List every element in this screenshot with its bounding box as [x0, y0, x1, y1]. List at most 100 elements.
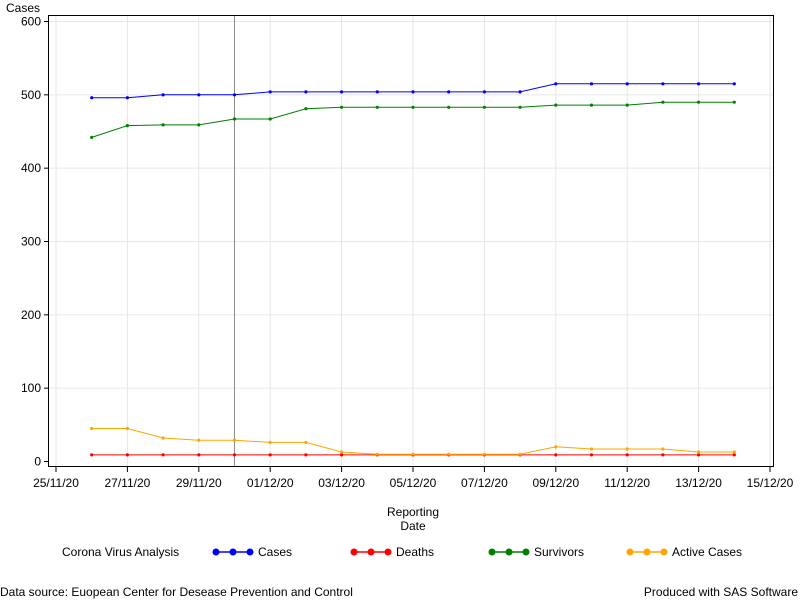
legend-label: Cases — [258, 545, 292, 559]
x-tick-label: 15/12/20 — [747, 476, 794, 490]
x-axis: 25/11/20 27/11/20 29/11/20 01/12/20 03/12/20… — [33, 467, 794, 490]
data-point-cases — [197, 93, 201, 97]
data-point-survivors — [625, 103, 629, 107]
series-survivors — [90, 100, 736, 139]
data-point-cases — [447, 90, 451, 94]
data-point-cases — [161, 93, 165, 97]
data-point-deaths — [125, 453, 129, 457]
series-active-cases — [90, 426, 736, 456]
data-point-active-cases — [161, 436, 165, 440]
x-tick-label: 29/11/20 — [176, 476, 222, 490]
series-cases — [90, 82, 736, 100]
x-tick-label: 25/11/20 — [33, 476, 79, 490]
legend-swatch-marker — [522, 548, 530, 556]
x-tick-label: 07/12/20 — [461, 476, 508, 490]
y-tick-label: 400 — [21, 161, 41, 175]
data-point-active-cases — [411, 452, 415, 456]
legend-swatch-marker — [367, 548, 375, 556]
data-point-deaths — [554, 453, 558, 457]
data-point-survivors — [411, 105, 415, 109]
data-point-survivors — [482, 105, 486, 109]
legend-item-survivors: Survivors — [488, 545, 584, 559]
legend: Corona Virus Analysis Cases Deaths Survivo… — [62, 545, 742, 559]
data-point-active-cases — [554, 445, 558, 449]
data-point-cases — [697, 82, 701, 86]
x-tick-label: 09/12/20 — [532, 476, 579, 490]
data-point-cases — [482, 90, 486, 94]
data-point-active-cases — [482, 452, 486, 456]
data-point-deaths — [340, 453, 344, 457]
legend-swatch-marker — [229, 548, 237, 556]
data-point-cases — [90, 96, 94, 100]
data-point-survivors — [375, 105, 379, 109]
legend-swatch-marker — [505, 548, 513, 556]
y-tick-label: 0 — [34, 455, 41, 469]
data-point-deaths — [732, 453, 736, 457]
y-tick-label: 500 — [21, 88, 41, 102]
data-point-survivors — [268, 117, 272, 121]
data-point-survivors — [661, 100, 665, 104]
x-tick-label: 03/12/20 — [318, 476, 365, 490]
data-point-cases — [125, 96, 129, 100]
x-axis-title-line-1: Reporting — [387, 505, 439, 519]
x-tick-label: 05/12/20 — [390, 476, 437, 490]
data-point-active-cases — [625, 447, 629, 451]
legend-title: Corona Virus Analysis — [62, 545, 179, 559]
plot-frame — [48, 15, 774, 467]
legend-swatch-marker — [626, 548, 634, 556]
data-point-deaths — [268, 453, 272, 457]
data-point-cases — [232, 93, 237, 97]
data-point-deaths — [161, 453, 165, 457]
data-point-survivors — [125, 124, 129, 128]
y-tick-label: 300 — [21, 235, 41, 249]
data-point-active-cases — [447, 452, 451, 456]
data-point-survivors — [90, 135, 94, 139]
legend-swatch-marker — [660, 548, 668, 556]
x-tick-label: 13/12/20 — [675, 476, 722, 490]
legend-label: Active Cases — [672, 545, 742, 559]
data-point-deaths — [304, 453, 308, 457]
legend-swatch-marker — [246, 548, 254, 556]
x-tick-label: 11/12/20 — [604, 476, 650, 490]
series-layer — [90, 82, 736, 457]
data-point-active-cases — [340, 450, 344, 454]
legend-label: Survivors — [534, 545, 584, 559]
y-tick-label: 600 — [21, 15, 41, 29]
data-point-deaths — [589, 453, 594, 457]
data-point-active-cases — [90, 426, 94, 431]
y-axis-title: Cases — [6, 1, 40, 15]
legend-item-deaths: Deaths — [350, 545, 434, 559]
y-tick-label: 200 — [21, 308, 41, 322]
data-point-deaths — [661, 453, 665, 457]
legend-item-active-cases: Active Cases — [626, 545, 742, 559]
x-tick-label: 01/12/20 — [247, 476, 294, 490]
legend-swatch-marker — [384, 548, 392, 556]
data-point-cases — [554, 82, 558, 86]
data-point-cases — [268, 90, 272, 94]
data-point-deaths — [197, 453, 201, 457]
data-point-deaths — [232, 453, 237, 457]
data-point-cases — [411, 90, 415, 94]
data-point-survivors — [232, 117, 237, 121]
data-point-cases — [589, 82, 594, 86]
data-point-survivors — [732, 100, 736, 104]
data-point-cases — [340, 90, 344, 94]
x-tick-label: 27/11/20 — [104, 476, 150, 490]
data-point-cases — [304, 90, 308, 94]
produced-by-footnote: Produced with SAS Software — [643, 585, 798, 599]
data-point-survivors — [447, 105, 451, 109]
data-point-cases — [518, 90, 522, 94]
data-point-active-cases — [268, 440, 272, 445]
data-point-survivors — [161, 123, 165, 127]
data-point-survivors — [518, 105, 522, 109]
data-point-active-cases — [518, 452, 522, 456]
data-point-survivors — [304, 107, 308, 111]
data-point-deaths — [697, 453, 701, 457]
data-point-active-cases — [661, 447, 665, 451]
data-point-active-cases — [375, 452, 379, 456]
data-point-survivors — [589, 103, 594, 107]
data-point-active-cases — [732, 450, 736, 454]
data-source-footnote: Data source: Euopean Center for Desease … — [0, 585, 353, 599]
data-point-active-cases — [232, 438, 237, 442]
